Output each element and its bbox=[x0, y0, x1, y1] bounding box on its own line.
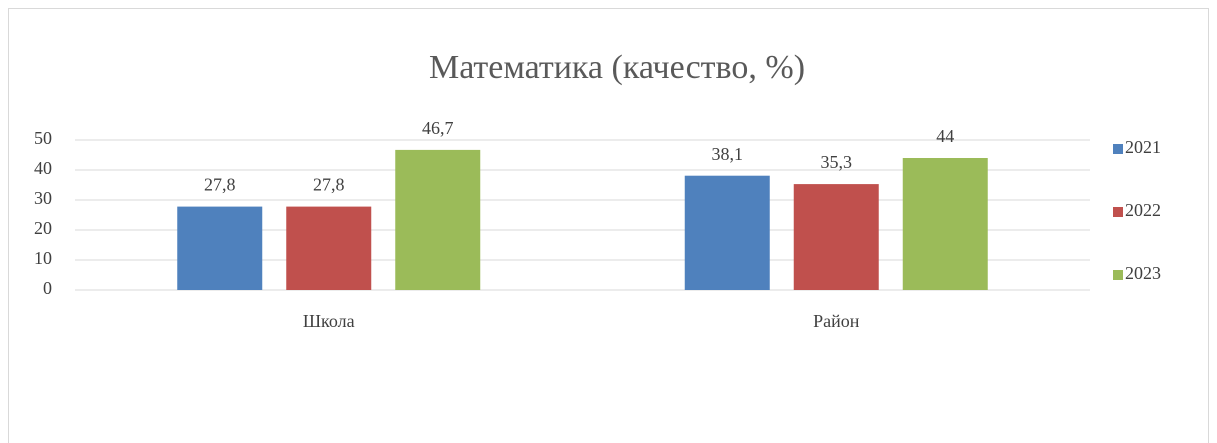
bar bbox=[395, 149, 481, 290]
value-label: 44 bbox=[936, 126, 954, 146]
legend-label: 2022 bbox=[1125, 200, 1161, 220]
value-label: 46,7 bbox=[422, 118, 454, 138]
bar bbox=[684, 175, 770, 290]
y-tick-label: 30 bbox=[34, 188, 52, 208]
y-tick-label: 0 bbox=[43, 278, 52, 298]
bar bbox=[793, 184, 879, 290]
legend-swatch bbox=[1113, 144, 1123, 154]
legend-swatch bbox=[1113, 207, 1123, 217]
value-label: 38,1 bbox=[712, 144, 744, 164]
value-label: 35,3 bbox=[821, 152, 853, 172]
bar bbox=[902, 158, 988, 290]
y-tick-label: 40 bbox=[34, 158, 52, 178]
y-tick-label: 10 bbox=[34, 248, 52, 268]
legend-label: 2021 bbox=[1125, 137, 1161, 157]
bar bbox=[286, 206, 372, 290]
chart-border bbox=[8, 8, 1209, 443]
chart-title: Математика (качество, %) bbox=[429, 49, 805, 86]
bar bbox=[177, 206, 263, 290]
value-label: 27,8 bbox=[313, 175, 345, 195]
y-tick-label: 20 bbox=[34, 218, 52, 238]
value-label: 27,8 bbox=[204, 175, 236, 195]
legend-label: 2023 bbox=[1125, 263, 1161, 283]
x-tick-label: Школа bbox=[303, 311, 355, 331]
x-tick-label: Район bbox=[813, 311, 860, 331]
y-tick-label: 50 bbox=[34, 128, 52, 148]
legend-swatch bbox=[1113, 270, 1123, 280]
